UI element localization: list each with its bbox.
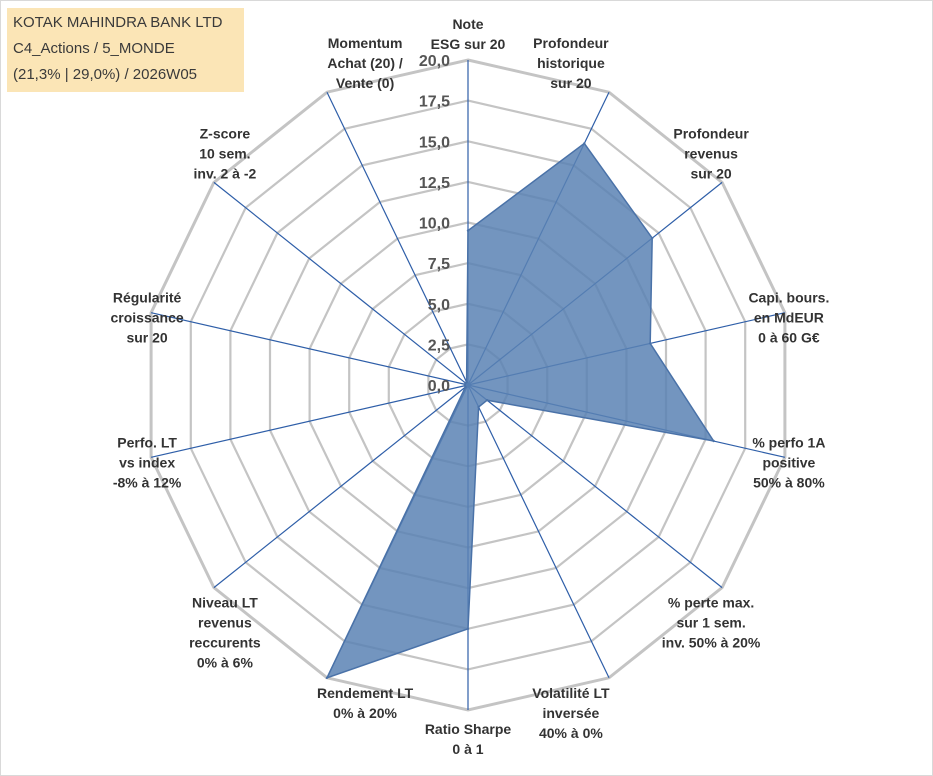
radial-tick-label: 20,0 (419, 53, 450, 70)
chart-subtitle-stats: (21,3% | 29,0%) / 2026W05 (13, 66, 197, 83)
axis-spoke (213, 384, 469, 589)
axis-spoke (467, 384, 610, 679)
series-point (651, 236, 654, 240)
radial-tick-label: 10,0 (419, 216, 450, 233)
axis-label: Capi. bours. en MdEUR 0 à 60 G€ (748, 290, 829, 346)
radial-tick-label: 12,5 (419, 175, 450, 192)
axis-label-layer: Note ESG sur 20 Profondeur historique sur 20… (111, 16, 830, 757)
axis-label: Perfo. LT vs index -8% à 12% (113, 434, 182, 490)
chart-title: KOTAK MAHINDRA BANK LTD (13, 14, 223, 31)
radial-tick-label: 15,0 (419, 134, 450, 151)
series-point (712, 439, 715, 443)
series-point (325, 676, 329, 679)
radial-tick-label: 2,5 (428, 337, 450, 354)
radial-tick-label: 17,5 (419, 94, 450, 111)
chart-subtitle: C4_Actions / 5_MONDE (13, 40, 175, 57)
axis-label: Profondeur revenus sur 20 (673, 125, 749, 181)
axis-label: % perfo 1A positive 50% à 80% (752, 434, 825, 490)
series-point (477, 405, 480, 409)
radial-tick-label: 7,5 (428, 256, 450, 273)
axis-spoke (150, 312, 469, 386)
series-point (465, 380, 468, 384)
series-area (325, 142, 716, 680)
axis-label: % perte max. sur 1 sem. inv. 50% à 20% (662, 595, 761, 651)
radial-tick-label: 0,0 (428, 378, 450, 395)
series-point (485, 399, 489, 402)
axis-label: Niveau LT revenus reccurents 0% à 6% (189, 595, 261, 671)
axis-label: Ratio Sharpe 0 à 1 (425, 721, 512, 757)
radial-tick-label: 5,0 (428, 297, 450, 314)
chart-title-box: KOTAK MAHINDRA BANK LTD C4_Actions / 5_M… (7, 8, 244, 92)
series-point (649, 342, 652, 345)
axis-label: Note ESG sur 20 (431, 16, 506, 52)
tick-label-layer: 0,0 2,5 5,0 7,5 10,0 12,5 15,0 17,5 20,0 (419, 53, 450, 395)
axis-label: Volatilité LT inversée 40% à 0% (532, 685, 610, 741)
axis-label: Régularité croissance sur 20 (111, 290, 184, 346)
axis-label: Rendement LT 0% à 20% (317, 685, 414, 721)
axis-label: Profondeur historique sur 20 (533, 35, 609, 91)
axis-label: Z-score 10 sem. inv. 2 à -2 (194, 125, 257, 181)
axis-spoke (213, 181, 469, 386)
series-point (466, 229, 470, 232)
series-point (466, 627, 470, 630)
series-point (583, 142, 586, 145)
axis-label: Momentum Achat (20) / Vente (0) (327, 35, 403, 91)
axis-spoke (150, 384, 469, 458)
axis-spoke (326, 91, 469, 386)
series-layer (325, 142, 716, 680)
axis-spoke (467, 384, 723, 589)
